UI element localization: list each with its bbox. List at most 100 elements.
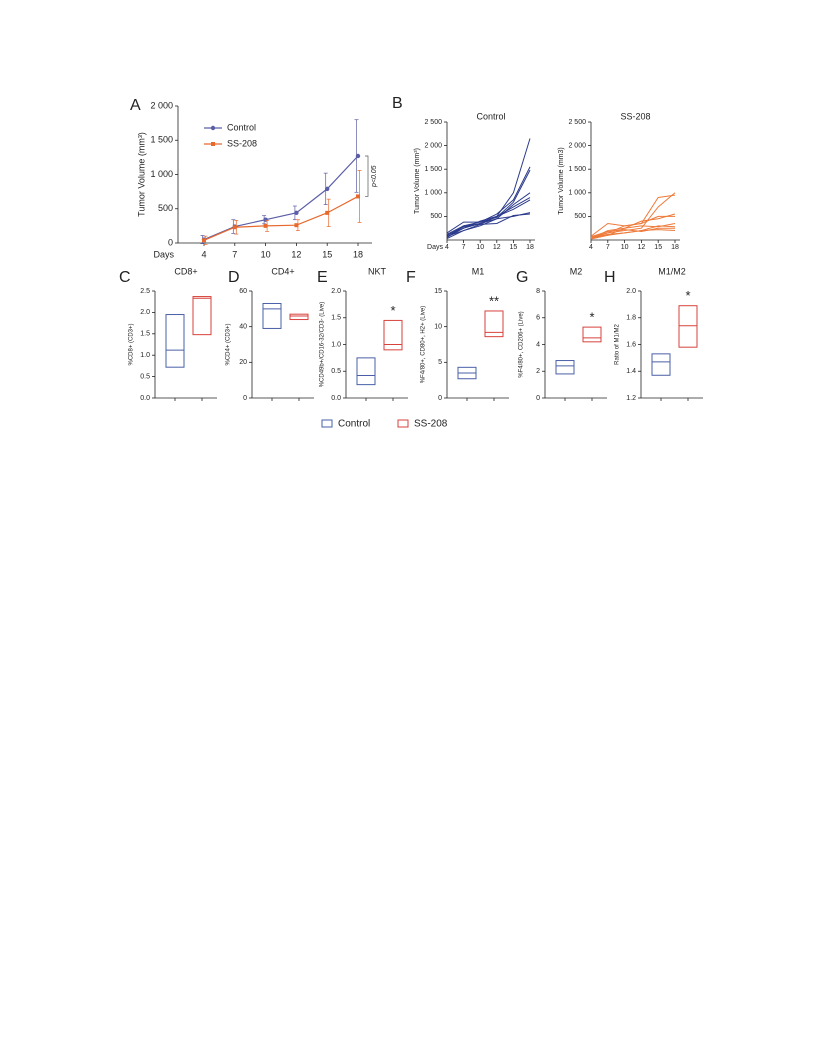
point	[202, 238, 206, 243]
annotation: p<0.05	[371, 165, 378, 188]
y-axis-label: %F4/80+, CD80+, H2+ (Live)	[421, 306, 427, 384]
y-tick-label: 8	[536, 288, 540, 295]
x-tick-label: 15	[322, 249, 332, 259]
legend-swatch	[397, 419, 409, 428]
box	[484, 310, 504, 338]
chart-title: SS-208	[620, 111, 650, 121]
x-tick-label: 15	[510, 244, 518, 251]
box	[289, 313, 309, 321]
significance-bracket	[365, 155, 369, 197]
panel-label: E	[317, 269, 328, 286]
y-tick-label: 0.0	[331, 395, 341, 402]
y-tick-label: 1.5	[331, 315, 341, 322]
y-tick-label: 2.5	[140, 288, 150, 295]
y-tick-label: 1.2	[626, 395, 636, 402]
series-line	[203, 195, 359, 241]
y-axis-label: %CD49b+/CD16-32/CD3- (Live)	[320, 302, 326, 388]
y-tick-label: 1 000	[568, 190, 586, 197]
x-tick-label: 12	[638, 244, 646, 251]
box	[192, 296, 212, 336]
chart-title: M2	[570, 266, 583, 276]
y-axis-label: Tumor Volume (mm3)	[558, 147, 565, 214]
y-tick-label: 0	[536, 395, 540, 402]
y-axis-label: %F4/80+, CD206+ (Live)	[519, 311, 525, 377]
point	[325, 186, 330, 192]
x-tick-label: 7	[606, 244, 610, 251]
box	[383, 319, 403, 351]
y-tick-label: 2.0	[626, 288, 636, 295]
y-tick-label: 0	[243, 395, 247, 402]
y-tick-label: 1.5	[140, 331, 150, 338]
individual-line	[590, 227, 675, 238]
y-tick-label: 0	[438, 395, 442, 402]
point	[355, 153, 361, 159]
y-tick-label: 20	[239, 359, 247, 366]
chart-title: NKT	[368, 266, 387, 276]
y-axis-label: %CD4+ (CD3+)	[226, 323, 232, 365]
x-tick-label: 7	[462, 244, 466, 251]
x-tick-label: 18	[671, 244, 679, 251]
point	[294, 223, 299, 228]
x-tick-label: 7	[232, 249, 237, 259]
y-axis-label: Tumor Volume (mm³)	[136, 132, 146, 217]
x-tick-label: 4	[445, 244, 449, 251]
chart-title: CD4+	[271, 266, 294, 276]
x-tick-label: 4	[201, 249, 206, 259]
chart-title: M1	[472, 266, 485, 276]
box	[262, 302, 282, 329]
y-tick-label: 2 000	[568, 142, 586, 149]
individual-line	[446, 169, 531, 234]
significance: **	[489, 293, 499, 308]
x-axis-label: Days	[153, 249, 174, 259]
individual-line	[446, 213, 531, 235]
x-tick-label: 10	[621, 244, 629, 251]
y-tick-label: 2.0	[331, 288, 341, 295]
series-line	[203, 155, 359, 241]
chart-title: CD8+	[174, 266, 197, 276]
x-tick-label: 10	[476, 244, 484, 251]
y-tick-label: 2 500	[568, 119, 586, 126]
y-tick-label: 1.0	[331, 341, 341, 348]
legend-label: SS-208	[414, 419, 448, 430]
legend-label: Control	[227, 122, 256, 132]
point	[263, 217, 268, 222]
box	[651, 353, 671, 376]
significance: *	[685, 288, 690, 303]
point	[325, 210, 330, 215]
x-tick-label: 15	[654, 244, 662, 251]
y-axis-label: %CD8+ (CD3+)	[129, 323, 135, 365]
y-tick-label: 2 500	[424, 119, 442, 126]
x-tick-label: 10	[261, 249, 271, 259]
box	[165, 314, 185, 368]
panel-label: D	[228, 269, 240, 286]
x-tick-label: 12	[291, 249, 301, 259]
box	[356, 357, 376, 386]
panel-label: H	[604, 269, 616, 286]
individual-line	[446, 197, 531, 238]
y-tick-label: 0.5	[331, 368, 341, 375]
x-tick-label: 12	[493, 244, 501, 251]
panel-label: G	[516, 269, 528, 286]
y-tick-label: 1 500	[568, 166, 586, 173]
box	[582, 326, 602, 343]
y-tick-label: 500	[574, 213, 586, 220]
y-tick-label: 6	[536, 315, 540, 322]
y-tick-label: 0.0	[140, 395, 150, 402]
y-tick-label: 2 000	[424, 142, 442, 149]
individual-line	[590, 215, 675, 238]
point	[232, 225, 237, 230]
legend-marker	[211, 142, 215, 146]
box	[678, 305, 698, 348]
box	[555, 360, 575, 375]
y-tick-label: 1 000	[150, 169, 173, 179]
y-tick-label: 60	[239, 288, 247, 295]
y-tick-label: 1 500	[424, 166, 442, 173]
point	[294, 210, 299, 216]
y-tick-label: 1.6	[626, 341, 636, 348]
significance: *	[390, 303, 395, 318]
panel-label: A	[130, 97, 141, 114]
y-tick-label: 500	[158, 203, 173, 213]
y-tick-label: 1.4	[626, 368, 636, 375]
y-tick-label: 15	[434, 288, 442, 295]
y-tick-label: 40	[239, 324, 247, 331]
